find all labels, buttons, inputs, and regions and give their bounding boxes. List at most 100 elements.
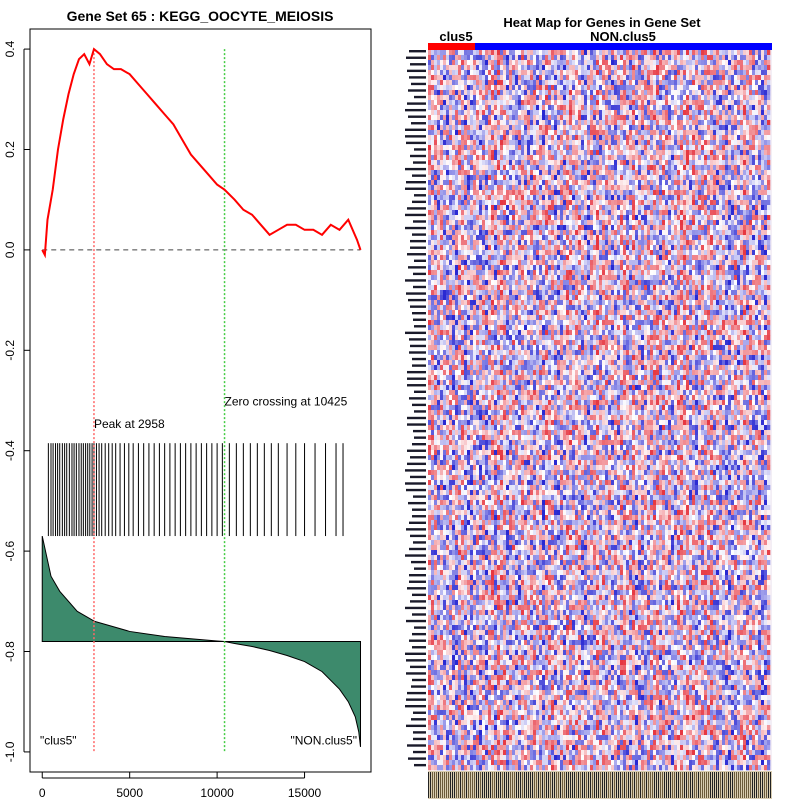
heatmap-cell <box>479 585 482 590</box>
heatmap-cell <box>485 250 488 255</box>
heatmap-cell <box>428 360 431 365</box>
heatmap-cell <box>455 210 458 215</box>
heatmap-cell <box>437 450 440 455</box>
heatmap-cell <box>491 365 494 370</box>
heatmap-cell <box>491 215 494 220</box>
heatmap-cell <box>428 450 431 455</box>
heatmap-cell <box>512 345 515 350</box>
heatmap-cell <box>452 605 455 610</box>
heatmap-cell <box>440 600 443 605</box>
heatmap-cell <box>434 305 437 310</box>
heatmap-cell <box>485 500 488 505</box>
heatmap-cell <box>434 725 437 730</box>
heatmap-cell <box>461 450 464 455</box>
heatmap-cell <box>521 650 524 655</box>
gene-label-mark <box>412 509 426 511</box>
heatmap-cell <box>476 560 479 565</box>
heatmap-cell <box>470 660 473 665</box>
heatmap-cell <box>434 515 437 520</box>
gene-label-mark <box>410 535 426 537</box>
heatmap-cell <box>473 80 476 85</box>
heatmap-cell <box>443 515 446 520</box>
heatmap-cell <box>476 200 479 205</box>
heatmap-cell <box>506 170 509 175</box>
heatmap-cell <box>521 225 524 230</box>
heatmap-cell <box>485 480 488 485</box>
heatmap-cell <box>464 700 467 705</box>
heatmap-cell <box>458 485 461 490</box>
heatmap-cell <box>497 640 500 645</box>
heatmap-cell <box>494 165 497 170</box>
heatmap-cell <box>518 705 521 710</box>
heatmap-cell <box>467 250 470 255</box>
heatmap-cell <box>494 290 497 295</box>
heatmap-cell <box>491 225 494 230</box>
heatmap-cell <box>503 475 506 480</box>
heatmap-cell <box>455 195 458 200</box>
heatmap-cell <box>473 375 476 380</box>
heatmap-cell <box>524 415 527 420</box>
heatmap-cell <box>482 585 485 590</box>
heatmap-cell <box>488 525 491 530</box>
heatmap-cell <box>512 720 515 725</box>
heatmap-cell <box>497 65 500 70</box>
heatmap-cell <box>437 340 440 345</box>
heatmap-cell <box>509 485 512 490</box>
heatmap-cell <box>473 225 476 230</box>
heatmap-cell <box>491 500 494 505</box>
heatmap-cell <box>485 165 488 170</box>
heatmap-cell <box>488 180 491 185</box>
heatmap-cell <box>473 190 476 195</box>
heatmap-cell <box>458 645 461 650</box>
heatmap-cell <box>458 345 461 350</box>
heatmap-cell <box>473 85 476 90</box>
heatmap-cell <box>467 400 470 405</box>
heatmap-cell <box>458 435 461 440</box>
heatmap-cell <box>461 165 464 170</box>
heatmap-cell <box>440 610 443 615</box>
heatmap-cell <box>479 460 482 465</box>
heatmap-cell <box>488 515 491 520</box>
heatmap-cell <box>500 440 503 445</box>
heatmap-cell <box>467 100 470 105</box>
heatmap-cell <box>521 670 524 675</box>
heatmap-cell <box>482 215 485 220</box>
heatmap-cell <box>524 720 527 725</box>
heatmap-cell <box>506 430 509 435</box>
heatmap-cell <box>431 60 434 65</box>
heatmap-cell <box>464 515 467 520</box>
heatmap-cell <box>464 725 467 730</box>
heatmap-cell <box>515 635 518 640</box>
heatmap-cell <box>479 250 482 255</box>
heatmap-cell <box>479 740 482 745</box>
heatmap-cell <box>494 200 497 205</box>
heatmap-cell <box>509 600 512 605</box>
heatmap-cell <box>482 170 485 175</box>
heatmap-cell <box>458 710 461 715</box>
heatmap-cell <box>470 570 473 575</box>
heatmap-cell <box>515 100 518 105</box>
heatmap-cell <box>494 450 497 455</box>
heatmap-cell <box>455 300 458 305</box>
heatmap-cell <box>509 65 512 70</box>
heatmap-cell <box>443 75 446 80</box>
heatmap-cell <box>428 120 431 125</box>
heatmap-cell <box>458 410 461 415</box>
heatmap-cell <box>467 640 470 645</box>
heatmap-cell <box>506 255 509 260</box>
heatmap-cell <box>431 120 434 125</box>
heatmap-cell <box>497 240 500 245</box>
heatmap-cell <box>431 420 434 425</box>
heatmap-cell <box>503 610 506 615</box>
gene-label-mark <box>406 620 426 622</box>
heatmap-cell <box>506 110 509 115</box>
gene-label-mark <box>408 757 426 759</box>
heatmap-cell <box>431 515 434 520</box>
heatmap-cell <box>470 390 473 395</box>
heatmap-cell <box>476 735 479 740</box>
heatmap-cell <box>482 620 485 625</box>
heatmap-cell <box>455 490 458 495</box>
heatmap-cell <box>476 55 479 60</box>
heatmap-cell <box>437 500 440 505</box>
heatmap-cell <box>434 640 437 645</box>
